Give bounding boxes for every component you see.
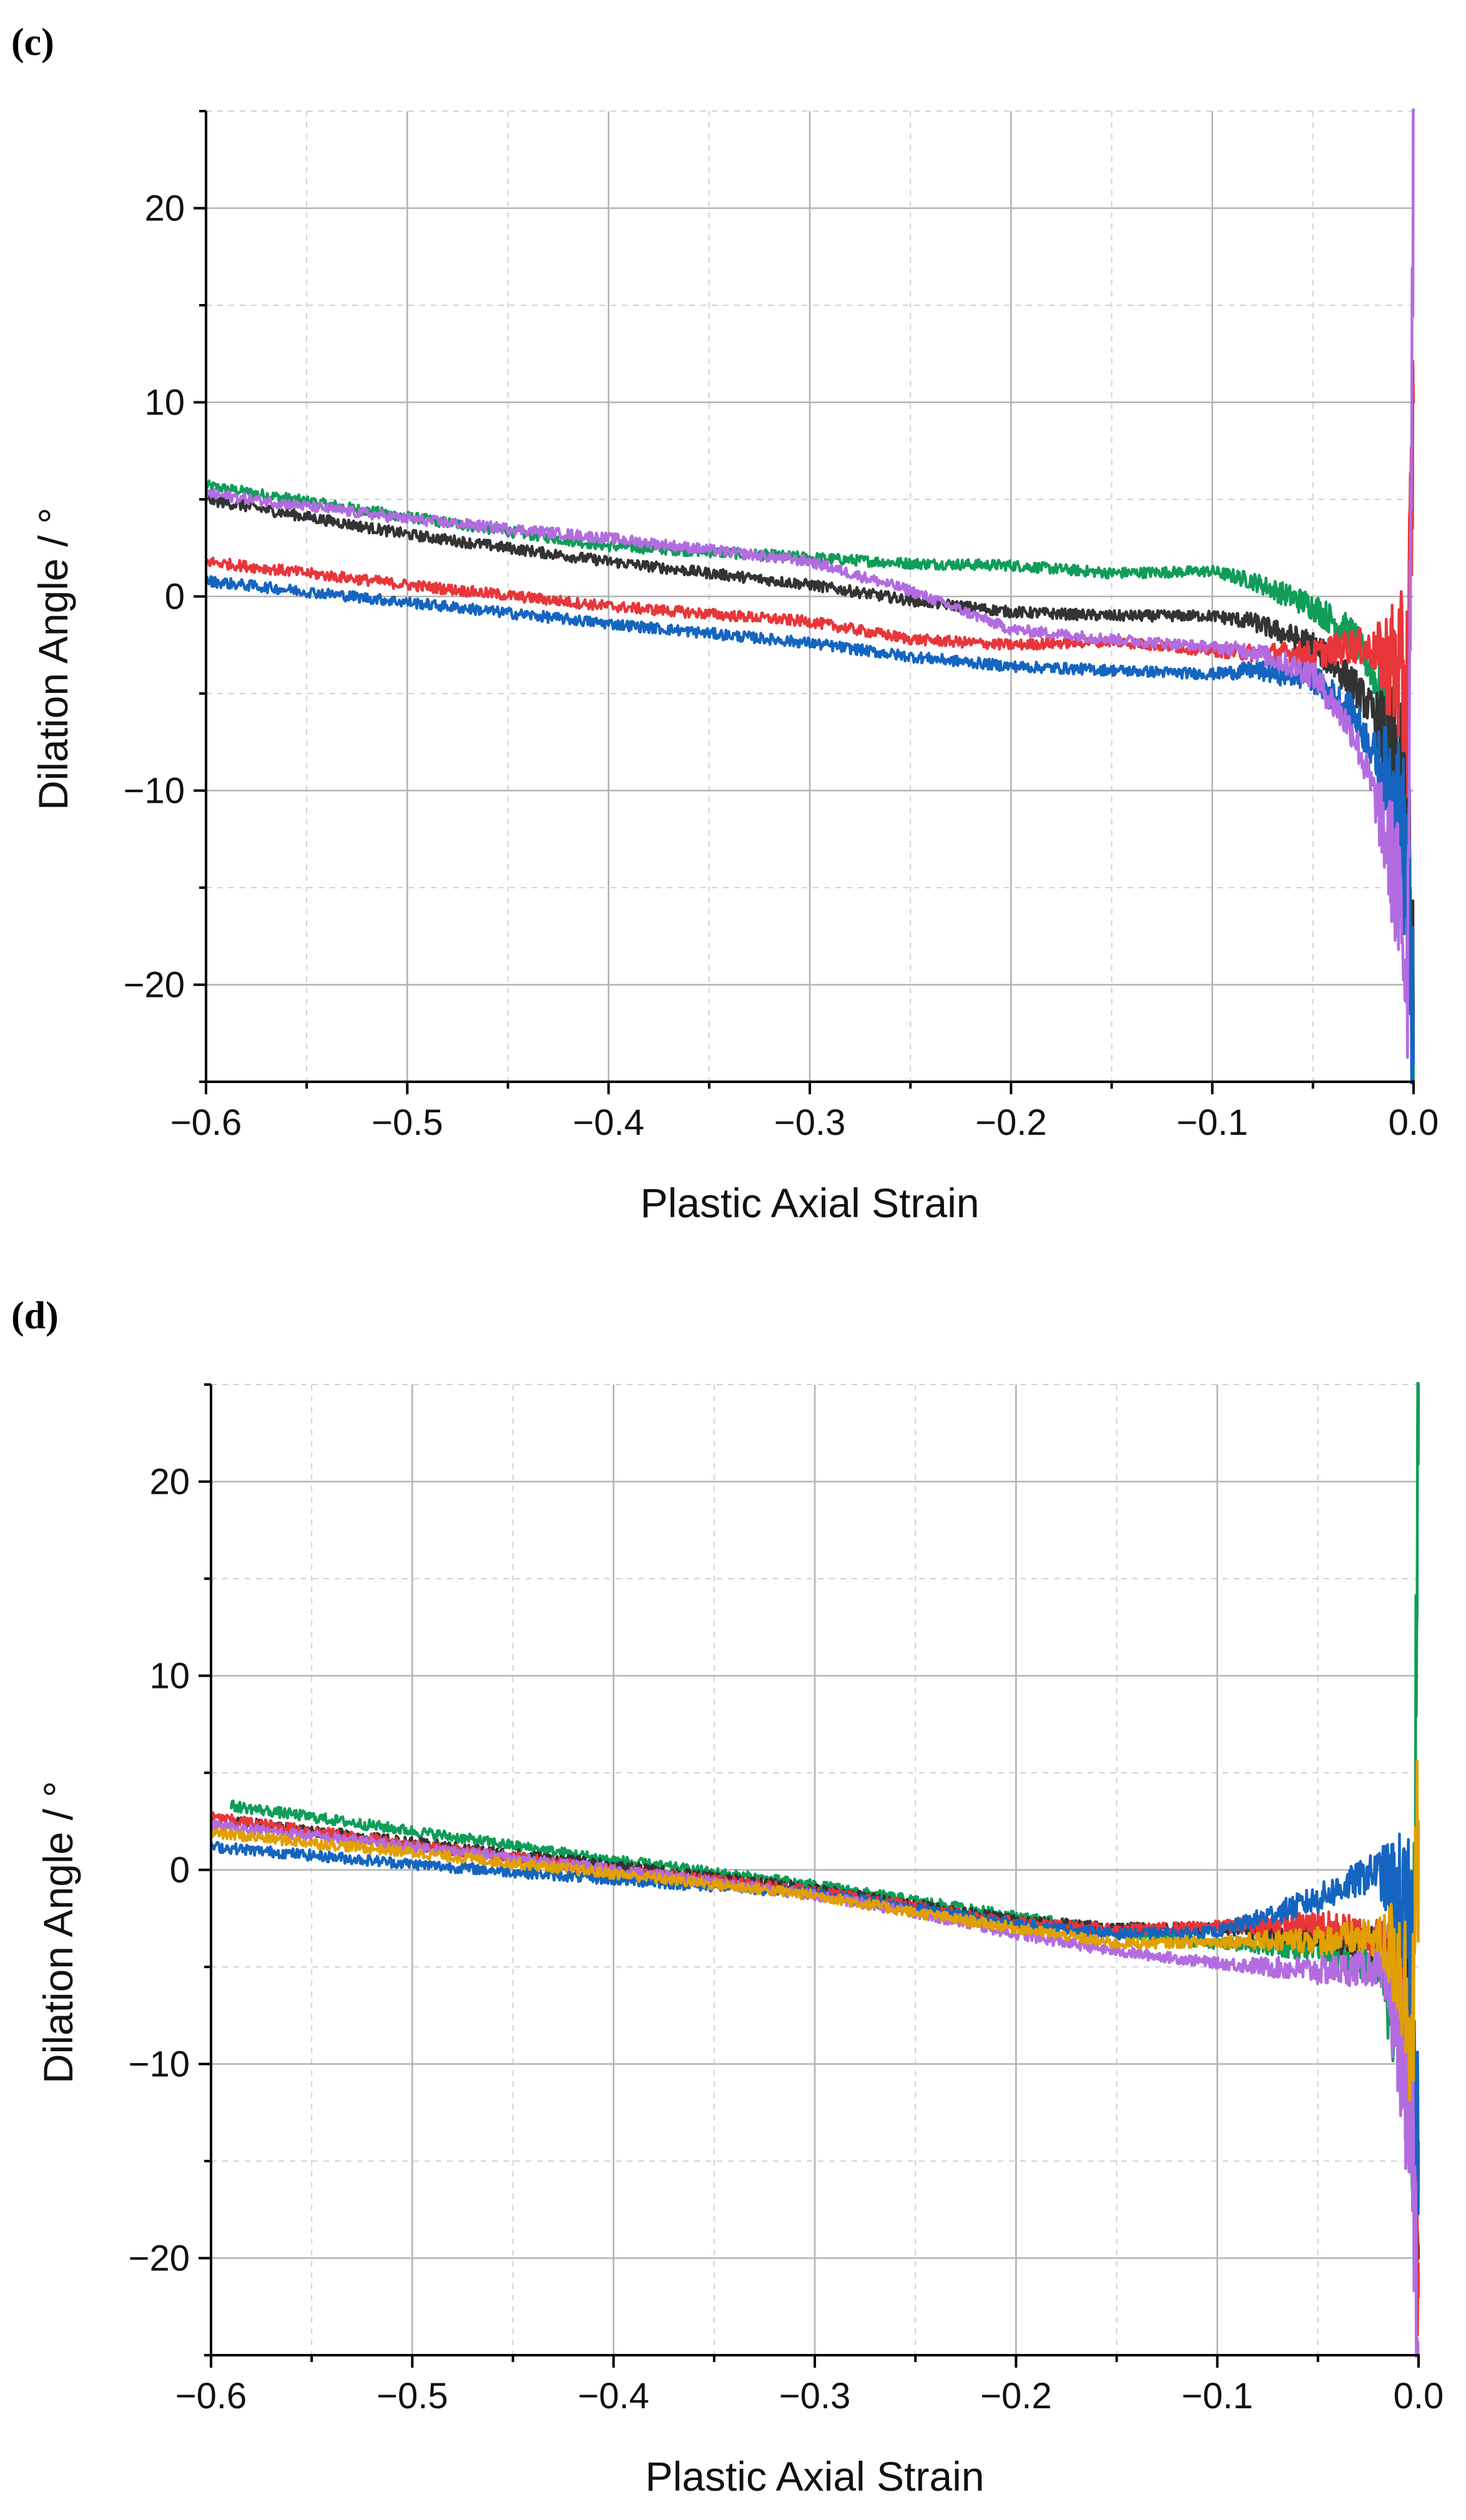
x-tick-label: −0.1 — [1181, 2376, 1253, 2416]
chart-panel-1: (d) −0.6 −0.5 −0.4 −0.3 −0.2 −0.1 0.0 −20 −10 0 10 2… — [11, 1295, 1444, 2499]
y-axis-title: Dilation Angle / ° — [35, 1781, 81, 2084]
series-group — [211, 1382, 1420, 2358]
x-tick-label: −0.6 — [170, 1102, 242, 1143]
x-tick-label: −0.5 — [376, 2376, 448, 2416]
series-line-orange — [211, 1759, 1420, 2102]
y-tick-label: 0 — [170, 1850, 190, 1891]
series-group — [206, 109, 1415, 1084]
y-tick-label: 0 — [165, 577, 185, 617]
x-tick-label: −0.2 — [975, 1102, 1047, 1143]
y-tick-label: −20 — [129, 2238, 190, 2279]
x-tick-label: −0.5 — [371, 1102, 443, 1143]
x-axis-title: Plastic Axial Strain — [646, 2453, 985, 2499]
y-tick-label: 10 — [144, 383, 185, 423]
series-line-purple — [206, 109, 1415, 1059]
y-axis-title: Dilation Angle / ° — [30, 507, 76, 810]
series-line-blue — [206, 575, 1415, 1084]
x-tick-label: −0.3 — [774, 1102, 846, 1143]
y-tick-label: −10 — [124, 771, 185, 811]
x-tick-label: −0.4 — [578, 2376, 649, 2416]
y-tick-label: 20 — [149, 1462, 190, 1503]
panel-label: (d) — [11, 1295, 59, 1337]
x-tick-label: 0.0 — [1389, 1102, 1439, 1143]
x-tick-label: −0.2 — [980, 2376, 1052, 2416]
y-tick-label: 20 — [144, 189, 185, 229]
x-axis-title: Plastic Axial Strain — [641, 1180, 980, 1226]
chart-panel-0: (c) −0.6 −0.5 −0.4 −0.3 −0.2 −0.1 0.0 −20 −10 0 10 2… — [11, 21, 1439, 1226]
y-tick-label: 10 — [149, 1656, 190, 1697]
series-line-green — [206, 479, 1415, 1084]
panel-label: (c) — [11, 21, 54, 64]
x-tick-label: 0.0 — [1394, 2376, 1444, 2416]
x-tick-label: −0.1 — [1176, 1102, 1248, 1143]
y-tick-label: −10 — [129, 2044, 190, 2085]
y-tick-label: −20 — [124, 965, 185, 1006]
series-line-black — [206, 494, 1415, 1025]
x-tick-label: −0.6 — [175, 2376, 247, 2416]
series-line-green — [229, 1382, 1420, 2190]
x-tick-label: −0.4 — [573, 1102, 644, 1143]
x-tick-label: −0.3 — [779, 2376, 851, 2416]
